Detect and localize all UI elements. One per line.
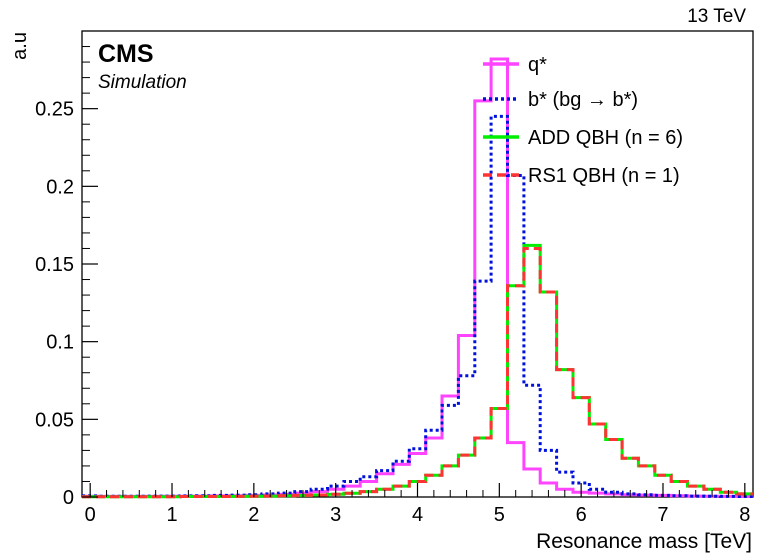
- x-tick-label-7: 7: [657, 504, 668, 526]
- legend-entry-q-star: q*: [483, 54, 547, 76]
- y-tick-label-0.1: 0.1: [46, 332, 74, 354]
- y-tick-label-0.25: 0.25: [35, 99, 74, 121]
- legend-label-rs1-qbh: RS1 QBH (n = 1): [528, 165, 680, 187]
- tick-layer: 0 1 2 3 4 5 6 7 8 0 0.05 0.1 0.15 0.2 0.25: [35, 46, 750, 526]
- x-tick-label-8: 8: [739, 504, 750, 526]
- simulation-label: Simulation: [98, 72, 187, 93]
- x-axis-title: Resonance mass [TeV]: [536, 530, 752, 553]
- y-tick-label-0.05: 0.05: [35, 409, 74, 431]
- x-tick-label-6: 6: [576, 504, 587, 526]
- legend-label-q-star: q*: [528, 54, 547, 76]
- legend-entry-rs1-qbh: RS1 QBH (n = 1): [483, 165, 680, 187]
- cms-label: CMS: [98, 40, 154, 68]
- x-tick-label-0: 0: [85, 504, 96, 526]
- energy-label: 13 TeV: [687, 6, 746, 27]
- series-add-qbh: [82, 243, 753, 499]
- x-tick-label-5: 5: [494, 504, 505, 526]
- x-tick-label-4: 4: [412, 504, 423, 526]
- series-layer: [82, 57, 753, 499]
- x-tick-label-1: 1: [166, 504, 177, 526]
- y-tick-label-0.2: 0.2: [46, 176, 74, 198]
- legend-entry-add-qbh: ADD QBH (n = 6): [483, 127, 683, 149]
- y-tick-label-0: 0: [63, 487, 74, 509]
- legend-label-add-qbh: ADD QBH (n = 6): [528, 127, 683, 149]
- x-tick-label-2: 2: [248, 504, 259, 526]
- legend-label-b-star: b* (bg → b*): [528, 89, 638, 111]
- legend: q* b* (bg → b*) ADD QBH (n = 6) RS1 QBH …: [483, 54, 683, 187]
- legend-entry-b-star: b* (bg → b*): [483, 89, 638, 111]
- y-tick-label-0.15: 0.15: [35, 254, 74, 276]
- x-tick-label-3: 3: [330, 504, 341, 526]
- y-axis-title: a.u: [9, 32, 31, 60]
